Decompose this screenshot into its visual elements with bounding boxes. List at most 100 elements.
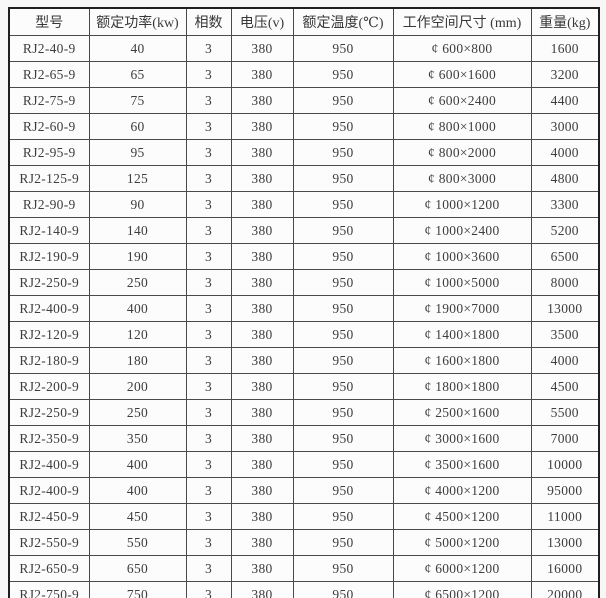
cell-model: RJ2-650-9 [8,555,90,582]
cell-rated-temperature: 950 [292,425,394,452]
cell-model: RJ2-250-9 [8,399,90,426]
cell-rated-power: 400 [88,477,187,504]
cell-model: RJ2-250-9 [8,269,90,296]
cell-work-space-size: ¢ 6000×1200 [392,555,532,582]
cell-weight: 6500 [530,243,600,270]
cell-phases: 3 [185,295,232,322]
cell-rated-power: 750 [88,581,187,598]
cell-work-space-size: ¢ 1000×2400 [392,217,532,244]
cell-voltage: 380 [230,581,294,598]
cell-model: RJ2-120-9 [8,321,90,348]
cell-rated-power: 650 [88,555,187,582]
cell-weight: 8000 [530,269,600,296]
cell-rated-power: 450 [88,503,187,530]
cell-voltage: 380 [230,503,294,530]
cell-weight: 4400 [530,87,600,114]
cell-work-space-size: ¢ 6500×1200 [392,581,532,598]
cell-rated-power: 90 [88,191,187,218]
cell-rated-power: 60 [88,113,187,140]
cell-rated-temperature: 950 [292,321,394,348]
cell-rated-power: 65 [88,61,187,88]
cell-rated-temperature: 950 [292,555,394,582]
cell-rated-temperature: 950 [292,87,394,114]
cell-phases: 3 [185,243,232,270]
cell-phases: 3 [185,347,232,374]
product-spec-table: 型号 额定功率(kw) 相数 电压(v) 额定温度(℃) 工作空间尺寸 (mm)… [8,7,600,598]
cell-rated-power: 200 [88,373,187,400]
cell-phases: 3 [185,113,232,140]
cell-voltage: 380 [230,61,294,88]
cell-phases: 3 [185,529,232,556]
cell-weight: 5200 [530,217,600,244]
cell-weight: 4800 [530,165,600,192]
cell-rated-power: 400 [88,451,187,478]
cell-rated-temperature: 950 [292,61,394,88]
table-row: RJ2-60-9 60 3 380 950 ¢ 800×1000 3000 [8,113,600,140]
cell-work-space-size: ¢ 1800×1800 [392,373,532,400]
cell-work-space-size: ¢ 3000×1600 [392,425,532,452]
cell-voltage: 380 [230,425,294,452]
table-row: RJ2-250-9 250 3 380 950 ¢ 2500×1600 5500 [8,399,600,426]
cell-rated-power: 95 [88,139,187,166]
cell-voltage: 380 [230,477,294,504]
cell-rated-power: 350 [88,425,187,452]
cell-model: RJ2-190-9 [8,243,90,270]
cell-voltage: 380 [230,295,294,322]
cell-voltage: 380 [230,555,294,582]
cell-phases: 3 [185,399,232,426]
cell-work-space-size: ¢ 3500×1600 [392,451,532,478]
cell-rated-power: 400 [88,295,187,322]
cell-voltage: 380 [230,399,294,426]
cell-work-space-size: ¢ 1000×5000 [392,269,532,296]
cell-phases: 3 [185,217,232,244]
cell-work-space-size: ¢ 4000×1200 [392,477,532,504]
cell-rated-temperature: 950 [292,477,394,504]
cell-weight: 4000 [530,139,600,166]
header-rated-power: 额定功率(kw) [88,7,187,36]
header-phases: 相数 [185,7,232,36]
cell-work-space-size: ¢ 5000×1200 [392,529,532,556]
cell-model: RJ2-90-9 [8,191,90,218]
cell-rated-temperature: 950 [292,139,394,166]
cell-weight: 1600 [530,35,600,62]
cell-voltage: 380 [230,139,294,166]
cell-model: RJ2-400-9 [8,295,90,322]
cell-rated-temperature: 950 [292,113,394,140]
cell-phases: 3 [185,503,232,530]
cell-voltage: 380 [230,35,294,62]
cell-weight: 11000 [530,503,600,530]
cell-work-space-size: ¢ 800×2000 [392,139,532,166]
cell-model: RJ2-750-9 [8,581,90,598]
cell-rated-power: 180 [88,347,187,374]
cell-voltage: 380 [230,113,294,140]
table-row: RJ2-400-9 400 3 380 950 ¢ 3500×1600 10000 [8,451,600,478]
cell-rated-temperature: 950 [292,243,394,270]
table-row: RJ2-125-9 125 3 380 950 ¢ 800×3000 4800 [8,165,600,192]
table-row: RJ2-140-9 140 3 380 950 ¢ 1000×2400 5200 [8,217,600,244]
cell-work-space-size: ¢ 800×3000 [392,165,532,192]
cell-voltage: 380 [230,87,294,114]
cell-weight: 3200 [530,61,600,88]
cell-rated-temperature: 950 [292,269,394,296]
cell-rated-temperature: 950 [292,529,394,556]
cell-model: RJ2-125-9 [8,165,90,192]
cell-phases: 3 [185,555,232,582]
cell-rated-temperature: 950 [292,347,394,374]
cell-voltage: 380 [230,217,294,244]
cell-rated-power: 190 [88,243,187,270]
cell-model: RJ2-450-9 [8,503,90,530]
cell-rated-power: 550 [88,529,187,556]
cell-work-space-size: ¢ 600×2400 [392,87,532,114]
cell-rated-temperature: 950 [292,451,394,478]
cell-weight: 4000 [530,347,600,374]
cell-voltage: 380 [230,243,294,270]
cell-weight: 7000 [530,425,600,452]
cell-phases: 3 [185,451,232,478]
cell-rated-temperature: 950 [292,503,394,530]
cell-weight: 3300 [530,191,600,218]
cell-phases: 3 [185,191,232,218]
cell-weight: 13000 [530,529,600,556]
cell-weight: 13000 [530,295,600,322]
cell-model: RJ2-40-9 [8,35,90,62]
